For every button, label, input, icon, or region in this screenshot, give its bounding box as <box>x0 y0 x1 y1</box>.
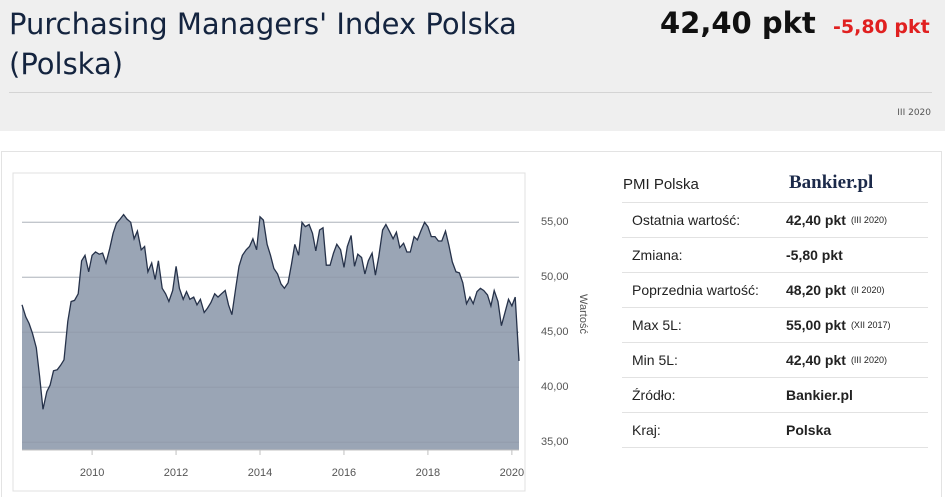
info-table: Ostatnia wartość: 42,40 pkt (III 2020) Zmia… <box>622 202 928 448</box>
row-note: (III 2020) <box>850 215 887 225</box>
x-tick-label: 2020 <box>500 467 524 479</box>
panel-title: PMI Polska <box>623 176 699 193</box>
row-label: Zmiana: <box>632 247 683 263</box>
row-label: Max 5L: <box>632 317 682 333</box>
info-row: Źródło: Bankier.pl <box>622 377 928 412</box>
row-label: Poprzednia wartość: <box>632 282 759 298</box>
x-tick-label: 2014 <box>248 467 272 479</box>
x-tick-label: 2018 <box>416 467 440 479</box>
header: Purchasing Managers' Index Polska (Polsk… <box>0 0 945 131</box>
info-row: Max 5L: 55,00 pkt (XII 2017) <box>622 307 928 342</box>
info-row: Zmiana: -5,80 pkt <box>622 237 928 272</box>
row-value: 42,40 pkt <box>786 212 846 228</box>
y-tick-label: 40,00 <box>541 381 569 393</box>
y-tick-label: 45,00 <box>541 326 569 338</box>
row-label: Kraj: <box>632 422 661 438</box>
date: III 2020 <box>897 108 931 118</box>
row-value: -5,80 pkt <box>786 247 843 263</box>
logo: Bankier.pl <box>789 172 874 193</box>
current-value: 42,40 pkt <box>660 6 816 40</box>
line <box>21 213 520 410</box>
title: Purchasing Managers' Index Polska (Polsk… <box>9 7 517 81</box>
info-row: Poprzednia wartość: 48,20 pkt (II 2020) <box>622 272 928 307</box>
x-tick-label: 2012 <box>164 467 188 479</box>
separator <box>9 92 932 93</box>
row-note: (II 2020) <box>850 285 885 295</box>
info-row: Ostatnia wartość: 42,40 pkt (III 2020) <box>622 202 928 237</box>
y-tick-label: 50,00 <box>541 271 569 283</box>
row-value: Polska <box>786 422 832 438</box>
x-tick-label: 2010 <box>80 467 104 479</box>
row-value: 42,40 pkt <box>786 352 846 368</box>
card <box>1 151 942 497</box>
y-tick-label: 55,00 <box>541 216 569 228</box>
x-tick-label: 2016 <box>332 467 356 479</box>
row-label: Źródło: <box>632 387 676 403</box>
row-label: Min 5L: <box>632 352 678 368</box>
row-value: 48,20 pkt <box>786 282 846 298</box>
change: -5,80 pkt <box>833 16 930 38</box>
row-label: Ostatnia wartość: <box>632 212 741 228</box>
y-axis-label: Wartość <box>577 294 589 334</box>
row-note: (III 2020) <box>850 355 887 365</box>
row-note: (XII 2017) <box>850 320 891 330</box>
row-value: 55,00 pkt <box>786 317 846 333</box>
info-row: Min 5L: 42,40 pkt (III 2020) <box>622 342 928 377</box>
row-value: Bankier.pl <box>786 387 853 403</box>
y-tick-label: 35,00 <box>541 436 569 448</box>
info-row: Kraj: Polska <box>622 412 928 448</box>
